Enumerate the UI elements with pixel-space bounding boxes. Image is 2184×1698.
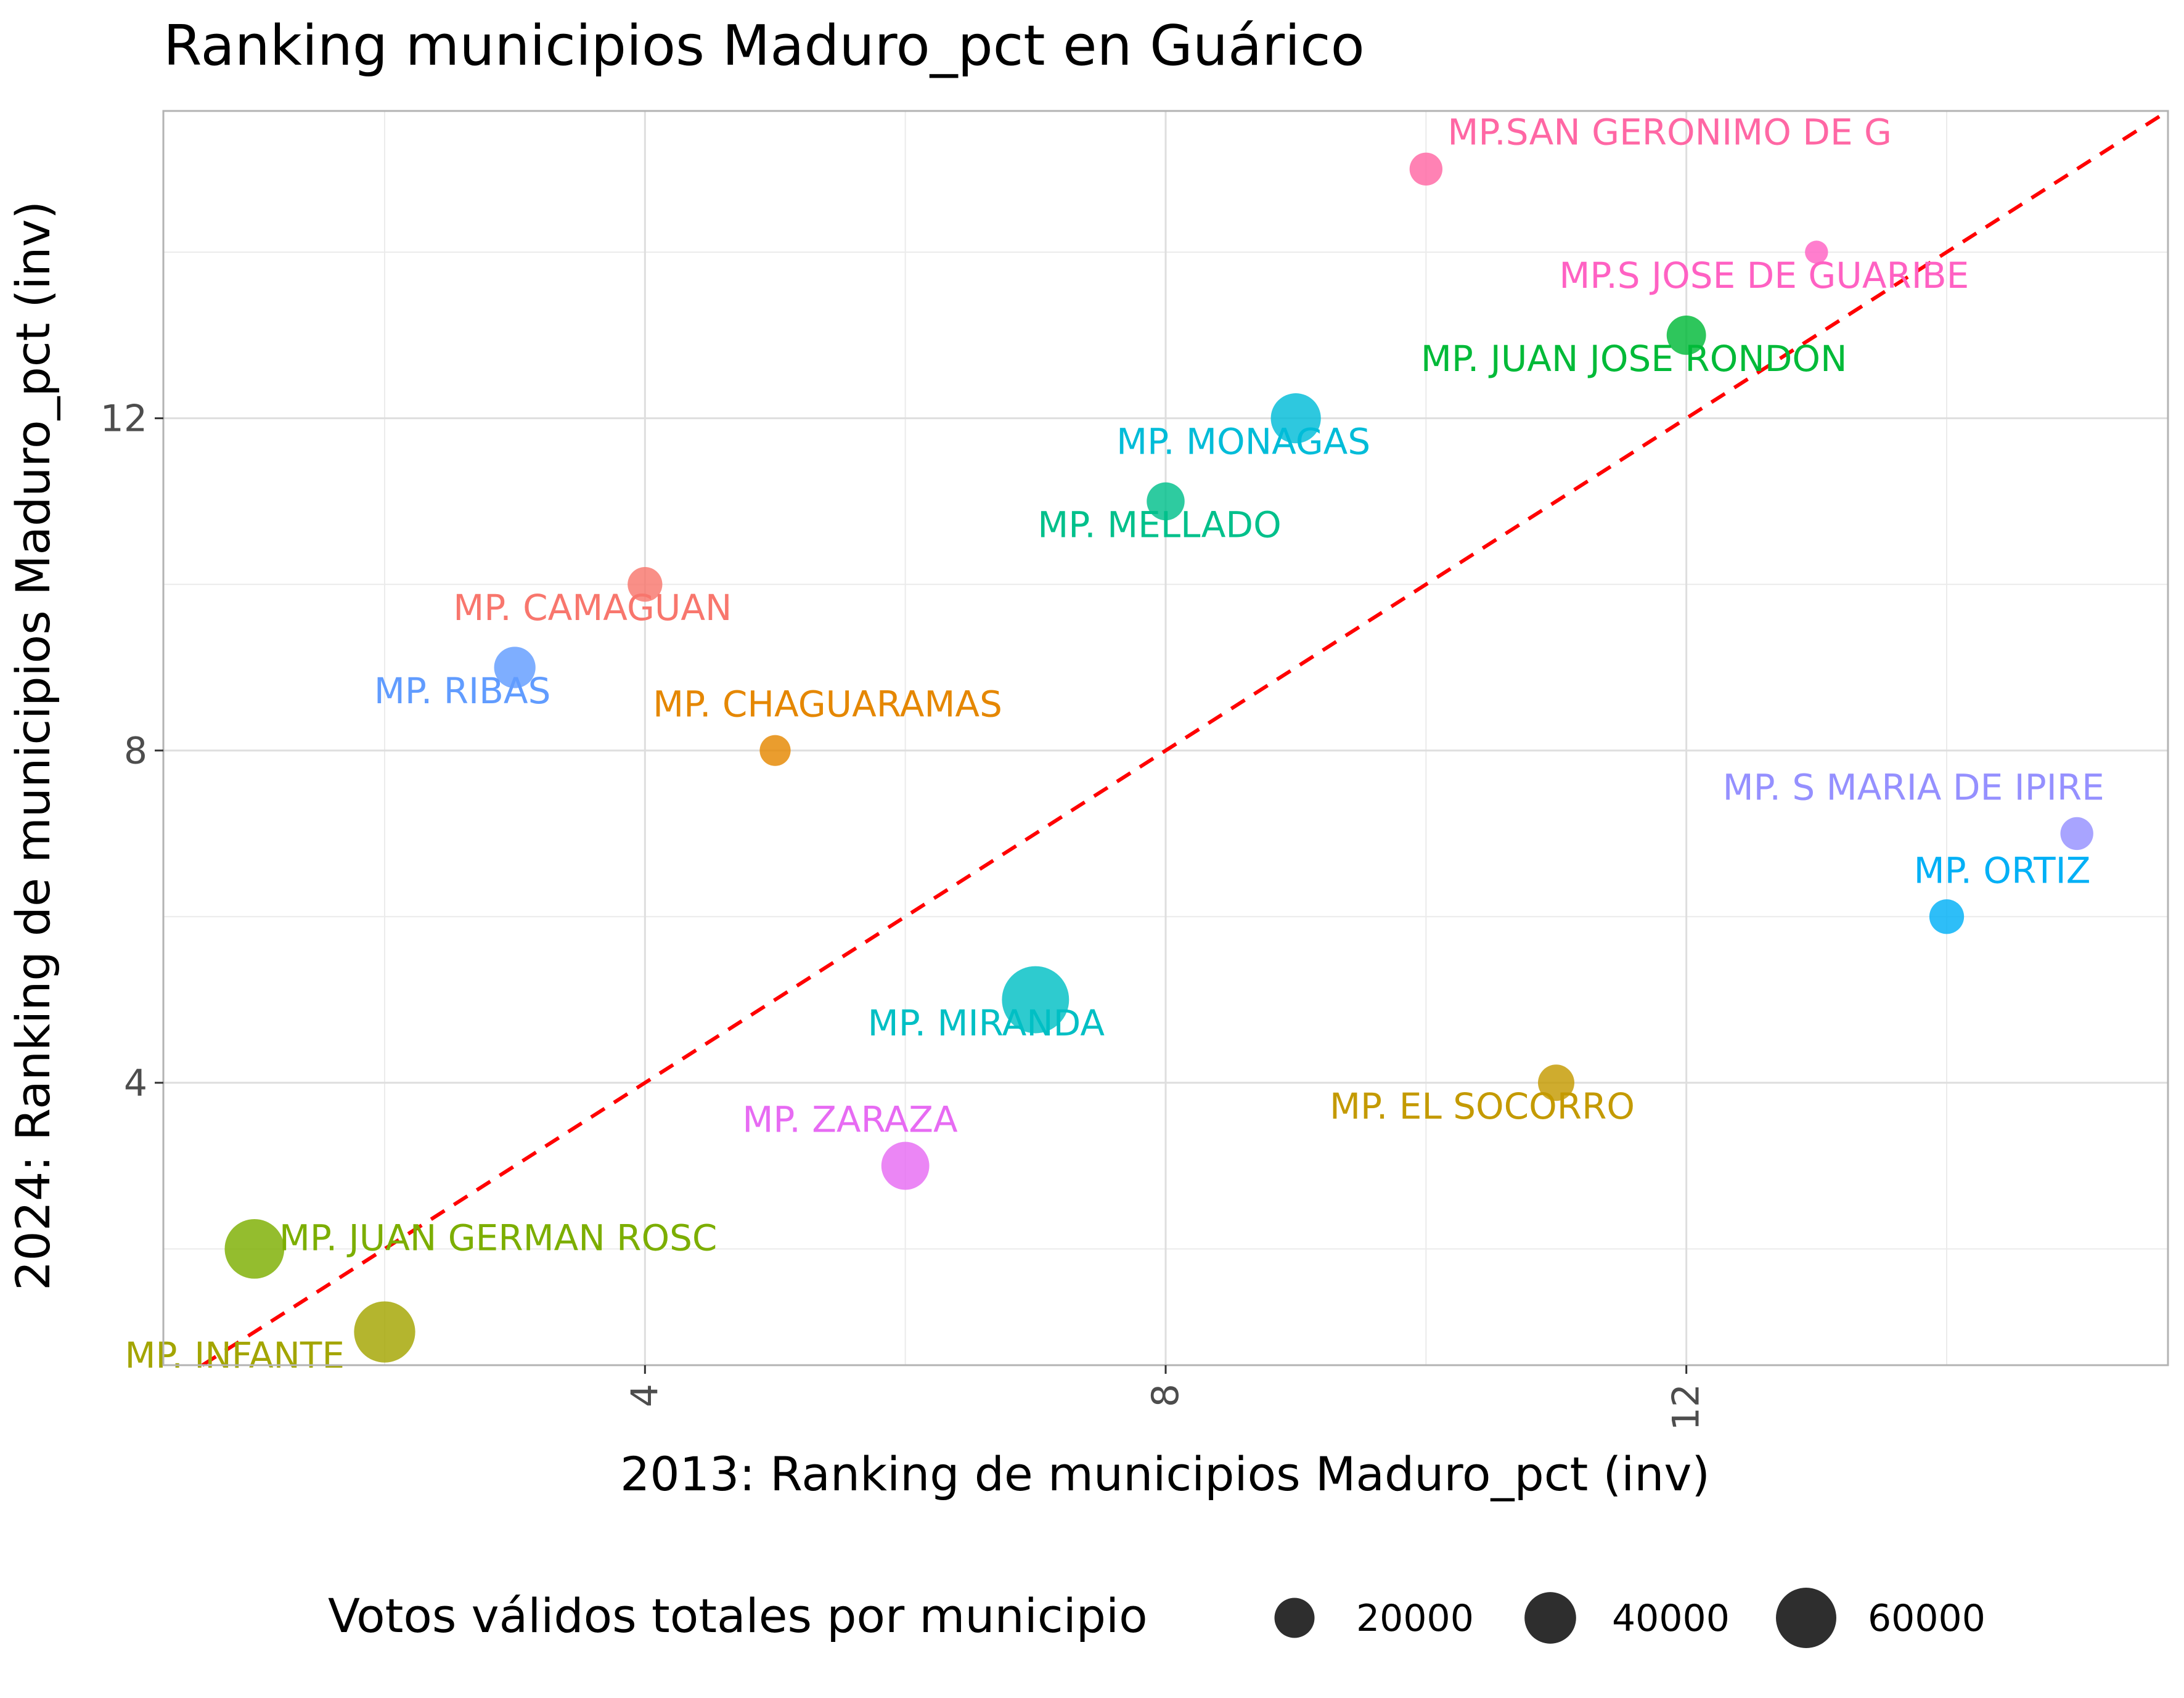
legend-items: 20000 40000 60000 — [1274, 1588, 1986, 1648]
legend-label: 20000 — [1356, 1597, 1474, 1640]
point-label: MP. S MARIA DE IPIRE — [1723, 766, 2104, 808]
point-label: MP.S JOSE DE GUARIBE — [1559, 255, 1969, 296]
x-tick-label: 8 — [1144, 1384, 1187, 1407]
point-label: MP. CAMAGUAN — [453, 587, 732, 629]
legend-label: 40000 — [1612, 1597, 1730, 1640]
data-point — [224, 1219, 285, 1279]
data-point — [354, 1301, 415, 1363]
data-point — [1666, 315, 1706, 355]
x-axis-ticks: 4 8 12 — [623, 1365, 1708, 1431]
data-point — [628, 567, 663, 602]
point-label: MP. MELLADO — [1037, 504, 1282, 545]
point-label: MP. JUAN GERMAN ROSC — [279, 1217, 718, 1259]
y-tick-label: 4 — [124, 1062, 147, 1105]
point-label: MP. MONAGAS — [1116, 421, 1370, 463]
y-tick-label: 12 — [100, 398, 147, 441]
point-label: MP. JUAN JOSE RONDON — [1421, 338, 1847, 380]
data-point — [1929, 899, 1965, 934]
reference-line — [201, 109, 2169, 1367]
point-label: MP.SAN GERONIMO DE G — [1447, 111, 1892, 153]
legend-title: Votos válidos totales por municipio — [328, 1588, 1148, 1643]
point-label: MP. EL SOCORRO — [1330, 1085, 1635, 1127]
point-label: MP. MIRANDA — [868, 1002, 1105, 1044]
x-tick-label: 12 — [1665, 1384, 1708, 1431]
x-axis-label: 2013: Ranking de municipios Maduro_pct (… — [620, 1447, 1710, 1501]
point-label: MP. RIBAS — [374, 670, 551, 712]
y-axis-ticks: 4 8 12 — [100, 398, 163, 1105]
data-point — [759, 735, 791, 766]
y-axis-label: 2024: Ranking de municipios Maduro_pct (… — [6, 201, 60, 1291]
legend-key — [1524, 1592, 1576, 1644]
y-tick-label: 8 — [124, 730, 147, 773]
data-point — [494, 647, 536, 688]
chart-title: Ranking municipios Maduro_pct en Guárico — [163, 14, 1365, 78]
legend-label: 60000 — [1868, 1597, 1986, 1640]
point-label: MP. ZARAZA — [742, 1099, 958, 1141]
point-labels: MP. INFANTE MP. JUAN GERMAN ROSC MP. ZARAZ… — [125, 111, 2104, 1376]
point-label: MP. CHAGUARAMAS — [653, 684, 1002, 725]
data-point — [881, 1141, 930, 1190]
legend-key — [1274, 1598, 1315, 1638]
point-label: MP. ORTIZ — [1914, 849, 2091, 891]
x-tick-label: 4 — [623, 1384, 666, 1407]
data-point — [1147, 482, 1185, 521]
data-point — [1409, 152, 1443, 186]
data-point — [1002, 966, 1070, 1034]
data-point — [2060, 817, 2093, 851]
data-point — [1805, 240, 1828, 264]
data-point — [1538, 1064, 1574, 1101]
data-point — [1270, 393, 1321, 444]
legend: Votos válidos totales por municipio 2000… — [328, 1588, 1986, 1648]
legend-key — [1776, 1588, 1836, 1648]
data-points — [224, 152, 2093, 1363]
point-label: MP. INFANTE — [125, 1334, 345, 1376]
